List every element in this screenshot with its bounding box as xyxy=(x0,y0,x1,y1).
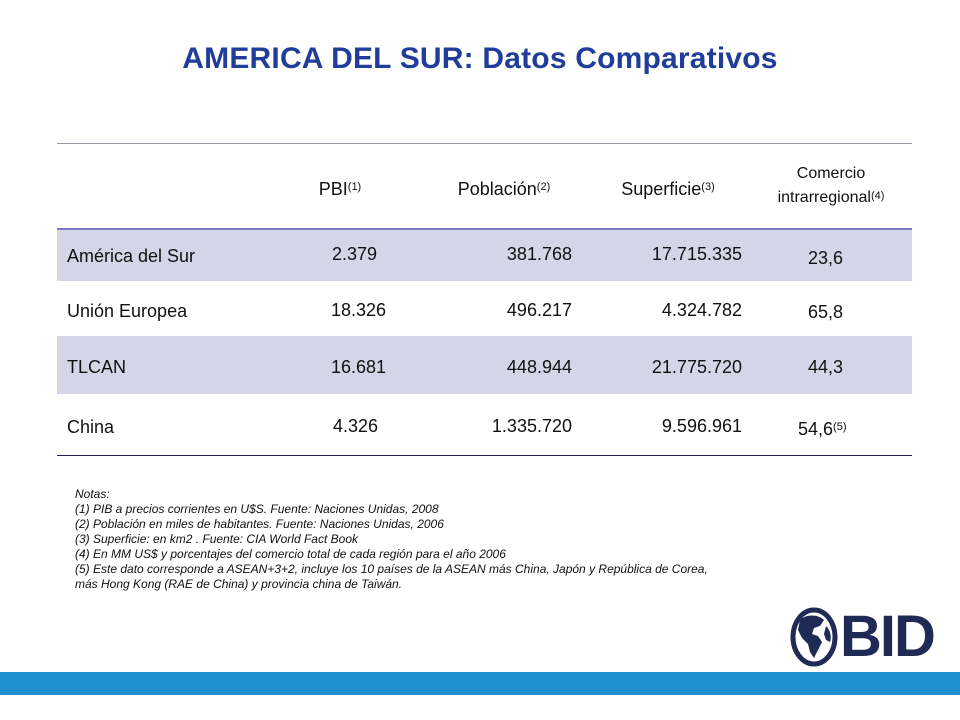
table-bottom-rule xyxy=(57,455,912,456)
footnote-line: (5) Este dato corresponde a ASEAN+3+2, i… xyxy=(75,562,708,576)
cell-comercio: 65,8 xyxy=(808,302,844,322)
cell-superficie: 21.775.720 xyxy=(651,357,742,377)
footnote-line: (4) En MM US$ y porcentajes del comercio… xyxy=(75,547,506,561)
cell-comercio: 44,3 xyxy=(808,357,844,377)
header-pbi: PBI(1) xyxy=(318,179,362,199)
table-top-rule xyxy=(57,143,912,144)
header-separator-rule xyxy=(57,228,912,230)
cell-comercio: 54,6(5) xyxy=(798,419,847,439)
page-title: AMERICA DEL SUR: Datos Comparativos xyxy=(182,42,778,75)
bid-logo: BID xyxy=(790,606,936,668)
cell-comercio: 23,6 xyxy=(808,248,844,268)
cell-pbi: 16.681 xyxy=(331,357,387,377)
header-superficie: Superficie(3) xyxy=(621,179,715,199)
footnote-line: más Hong Kong (RAE de China) y provincia… xyxy=(75,577,403,591)
cell-pbi: 18.326 xyxy=(331,300,387,320)
row-label: China xyxy=(67,417,115,437)
cell-poblacion: 496.217 xyxy=(506,300,572,320)
cell-superficie: 17.715.335 xyxy=(651,244,742,264)
row-label: América del Sur xyxy=(67,246,196,266)
cell-pbi: 4.326 xyxy=(333,416,379,436)
row-label: Unión Europea xyxy=(67,301,188,321)
header-poblacion: Población(2) xyxy=(457,179,551,199)
footnote-line: (1) PIB a precios corrientes en U$S. Fue… xyxy=(75,502,439,516)
cell-poblacion: 381.768 xyxy=(506,244,572,264)
header-comercio-line2: intrarregional(4) xyxy=(777,189,885,206)
row-band-tlcan xyxy=(57,336,912,394)
globe-americas-icon xyxy=(790,607,838,667)
row-label: TLCAN xyxy=(67,357,127,377)
cell-poblacion: 1.335.720 xyxy=(491,416,572,436)
logo-text: BID xyxy=(840,604,936,669)
header-comercio-intrarregional: Comercio intrarregional(4) xyxy=(748,162,914,210)
cell-poblacion: 448.944 xyxy=(506,357,572,377)
cell-superficie: 4.324.782 xyxy=(661,300,742,320)
footer-bar xyxy=(0,672,960,695)
footnote-line: (3) Superficie: en km2 . Fuente: CIA Wor… xyxy=(75,532,358,546)
footnotes: Notas: (1) PIB a precios corrientes en U… xyxy=(75,487,895,592)
row-band-america-del-sur xyxy=(57,229,912,281)
cell-superficie: 9.596.961 xyxy=(661,416,742,436)
footnote-line: (2) Población en miles de habitantes. Fu… xyxy=(75,517,444,531)
cell-pbi: 2.379 xyxy=(332,244,378,264)
footnote-heading: Notas: xyxy=(75,487,110,501)
